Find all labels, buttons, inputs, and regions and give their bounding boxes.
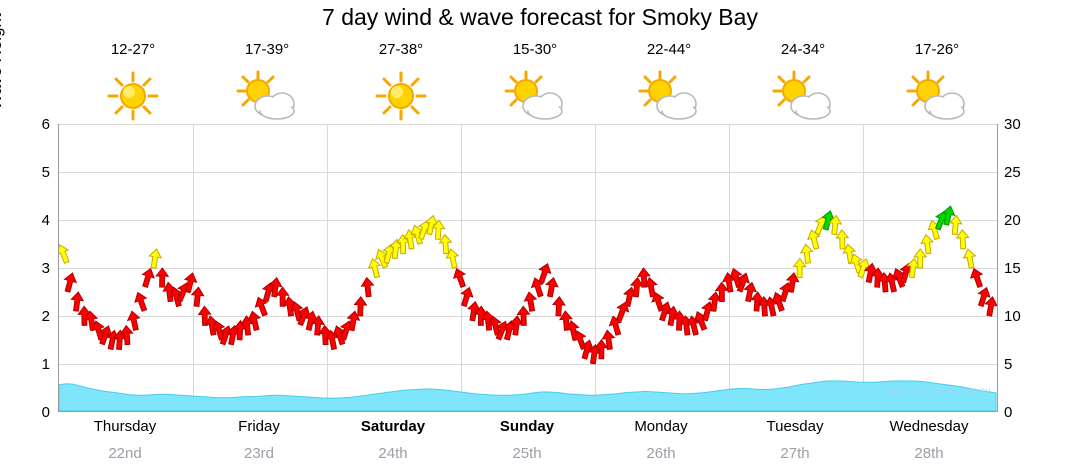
x-tick-day-2: Friday	[238, 418, 280, 435]
x-tick-day-3: Saturday	[360, 418, 426, 435]
x-tick-date-2: 23rd	[243, 445, 275, 462]
x-tick-date-4: 25th	[512, 445, 542, 462]
x-tick-date-7: 28th	[914, 445, 944, 462]
day-separator-4	[595, 124, 596, 411]
day-separator-5	[729, 124, 730, 411]
gridline-6	[59, 124, 997, 125]
weather-icon-partly-cloudy-day-4	[475, 70, 595, 122]
weather-icon-partly-cloudy-day-2	[207, 70, 327, 122]
y-tick-right-15: 15	[1004, 260, 1021, 277]
y-tick-left-5: 5	[41, 164, 50, 181]
y-tick-left-0: 0	[41, 404, 50, 421]
y-tick-left-6: 6	[41, 116, 50, 133]
temp-label-day-6: 24-34°	[780, 41, 826, 58]
temp-label-day-2: 17-39°	[244, 41, 290, 58]
weather-icon-partly-cloudy-day-6	[743, 70, 863, 122]
y-tick-right-0: 0	[1004, 404, 1013, 421]
x-tick-date-5: 26th	[646, 445, 676, 462]
gridline-1	[59, 364, 997, 365]
y-tick-right-10: 10	[1004, 308, 1021, 325]
x-tick-day-4: Sunday	[499, 418, 555, 435]
wave-height-area	[59, 380, 997, 411]
y-tick-left-1: 1	[41, 356, 50, 373]
x-tick-day-7: Wednesday	[889, 418, 969, 435]
watermark: www.seabreeze.com.au	[884, 386, 991, 397]
x-tick-date-6: 27th	[780, 445, 810, 462]
y-axis-left-label: Wave Height - Metres	[0, 0, 5, 110]
y-tick-right-5: 5	[1004, 356, 1013, 373]
gridline-4	[59, 220, 997, 221]
x-tick-day-1: Thursday	[93, 418, 157, 435]
temp-label-day-3: 27-38°	[378, 41, 424, 58]
page-title: 7 day wind & wave forecast for Smoky Bay	[322, 4, 758, 30]
x-tick-date-1: 22nd	[108, 445, 142, 462]
day-separator-1	[193, 124, 194, 411]
x-tick-date-3: 24th	[378, 445, 408, 462]
x-tick-day-5: Monday	[634, 418, 688, 435]
gridline-2	[59, 316, 997, 317]
y-tick-left-2: 2	[41, 308, 50, 325]
temp-label-day-4: 15-30°	[512, 41, 558, 58]
temp-label-day-1: 12-27°	[110, 41, 156, 58]
gridline-3	[59, 268, 997, 269]
weather-icon-sunny-day-1	[73, 70, 193, 122]
day-separator-3	[461, 124, 462, 411]
y-tick-right-25: 25	[1004, 164, 1021, 181]
temp-label-day-5: 22-44°	[646, 41, 692, 58]
weather-icon-sunny-day-3	[341, 70, 461, 122]
gridline-5	[59, 172, 997, 173]
day-separator-2	[327, 124, 328, 411]
temp-label-day-7: 17-26°	[914, 41, 960, 58]
x-tick-day-6: Tuesday	[766, 418, 824, 435]
y-tick-right-20: 20	[1004, 212, 1021, 229]
weather-icon-partly-cloudy-day-5	[609, 70, 729, 122]
y-tick-right-30: 30	[1004, 116, 1021, 133]
y-tick-left-3: 3	[41, 260, 50, 277]
wind-speed-arrows	[59, 205, 997, 365]
plot-area: www.seabreeze.com.au	[58, 124, 998, 412]
y-tick-left-4: 4	[41, 212, 50, 229]
weather-icon-partly-cloudy-day-7	[877, 70, 997, 122]
